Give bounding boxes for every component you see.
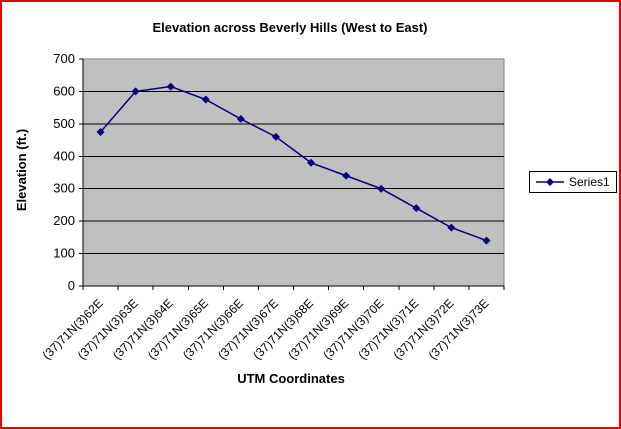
data-point-marker <box>342 171 351 180</box>
data-point-marker <box>166 82 175 91</box>
data-point-marker <box>271 132 280 141</box>
y-tick-label: 200 <box>53 213 75 228</box>
x-axis-title: UTM Coordinates <box>237 371 345 386</box>
legend-marker-icon <box>536 178 564 186</box>
y-tick-label: 300 <box>53 181 75 196</box>
data-point-marker <box>482 236 491 245</box>
y-tick-label: 600 <box>53 83 75 98</box>
data-point-marker <box>201 95 210 104</box>
y-tick-label: 400 <box>53 148 75 163</box>
legend-label: Series1 <box>569 175 610 189</box>
legend-diamond-icon <box>546 178 554 186</box>
series-line <box>99 85 487 242</box>
plot-area <box>82 58 505 287</box>
legend: Series1 <box>529 171 617 193</box>
y-tick-label: 100 <box>53 246 75 261</box>
chart-title: Elevation across Beverly Hills (West to … <box>152 20 428 35</box>
y-tick-label: 500 <box>53 116 75 131</box>
data-point-marker <box>447 223 456 232</box>
data-point-marker <box>412 204 421 213</box>
y-tick-label: 0 <box>68 278 75 293</box>
data-point-marker <box>131 87 140 96</box>
x-tick-label: (37)71N(3)62E <box>40 296 106 362</box>
data-point-marker <box>236 114 245 123</box>
y-tick-label: 700 <box>53 51 75 66</box>
data-point-marker <box>377 184 386 193</box>
data-point-marker <box>307 158 316 167</box>
